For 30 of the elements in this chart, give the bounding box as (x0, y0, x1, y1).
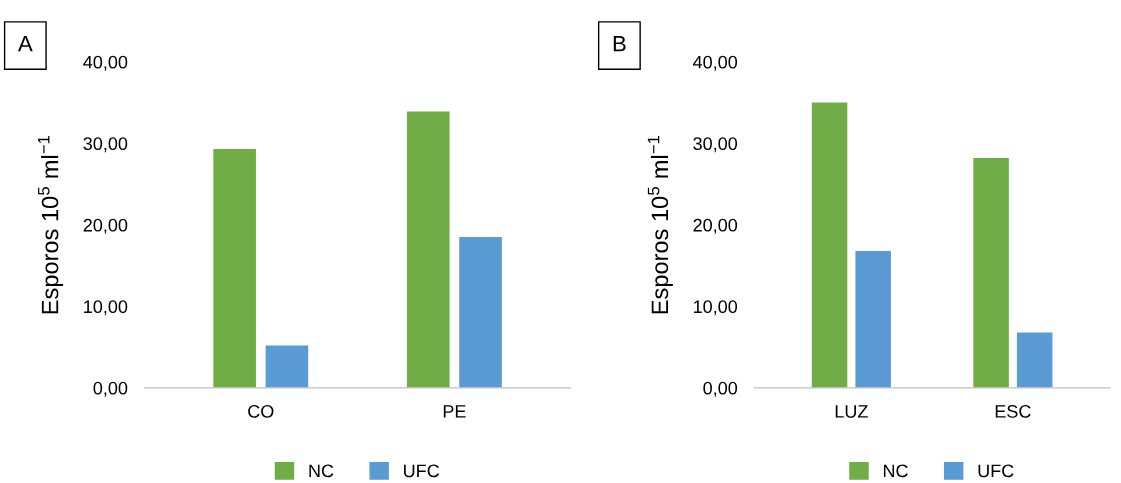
bar (973, 158, 1009, 388)
x-tick-label: LUZ (835, 405, 868, 418)
bar (459, 237, 502, 388)
bar (855, 250, 891, 388)
text: B (613, 35, 626, 52)
y-tick-label: 20,00 (83, 218, 128, 234)
y-tick-label: 40,00 (83, 55, 128, 71)
bar (406, 111, 450, 388)
y-tick-label: 10,00 (84, 300, 128, 316)
y-tick-label: 20,00 (693, 218, 738, 234)
legend-label: UFC (404, 464, 440, 478)
x-tick-label: ESC (995, 404, 1031, 418)
x-tick-label: CO (248, 404, 274, 418)
legend-label: UFC (978, 464, 1014, 478)
y-tick-label: 10,00 (693, 300, 738, 316)
legend-label: NC (309, 464, 334, 478)
text: A (17, 35, 33, 52)
bar (213, 149, 256, 388)
y-tick-label: 0,00 (703, 381, 738, 397)
legend-label: NC (883, 464, 908, 478)
bar (811, 102, 848, 388)
y-tick-label: 30,00 (83, 137, 128, 153)
y-axis-title: Esporos 10$^{5}$ ml$^{−1}$ (647, 136, 673, 314)
y-tick-label: 0,00 (93, 381, 128, 397)
y-tick-label: 40,00 (693, 55, 738, 71)
bar (265, 345, 309, 388)
bar (1016, 332, 1053, 388)
y-axis-title: Esporos 10$^{5}$ ml$^{−1}$ (38, 136, 64, 314)
x-tick-label: PE (443, 405, 466, 418)
y-tick-label: 30,00 (693, 137, 738, 153)
